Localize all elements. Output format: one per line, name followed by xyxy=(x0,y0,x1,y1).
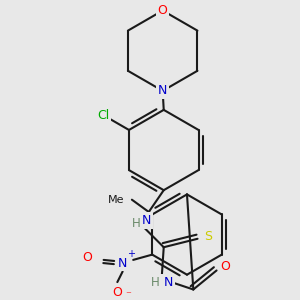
Text: Cl: Cl xyxy=(97,109,110,122)
Text: +: + xyxy=(127,249,135,259)
Text: N: N xyxy=(163,276,172,289)
Text: O: O xyxy=(82,251,92,264)
Text: N: N xyxy=(118,256,127,270)
Text: N: N xyxy=(142,214,152,227)
Text: O: O xyxy=(158,4,168,17)
Text: ⁻: ⁻ xyxy=(125,290,131,300)
Text: O: O xyxy=(220,260,230,273)
Text: O: O xyxy=(112,286,122,299)
Text: H: H xyxy=(151,276,160,289)
Text: S: S xyxy=(204,230,212,243)
Text: Me: Me xyxy=(108,195,124,205)
Text: N: N xyxy=(158,84,167,98)
Text: H: H xyxy=(132,218,141,230)
